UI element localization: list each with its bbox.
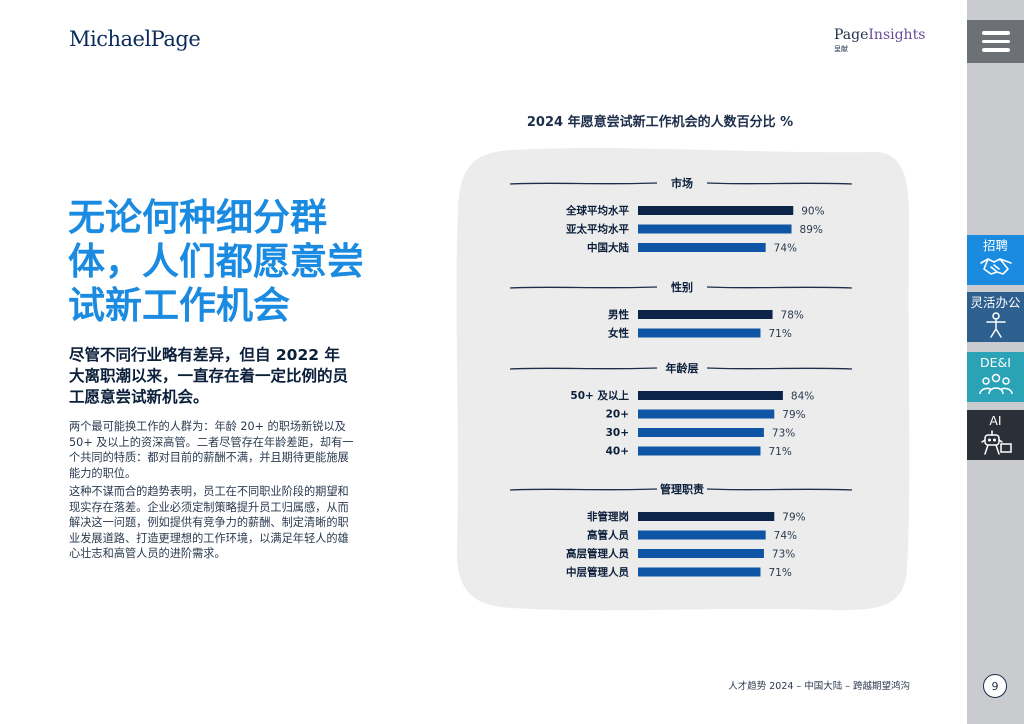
tab-ai[interactable]: AI	[967, 410, 1024, 460]
value-label: 74%	[774, 243, 797, 255]
value-label: 90%	[801, 206, 824, 218]
tab-dei[interactable]: DE&I	[967, 352, 1024, 402]
tab-dei-label: DE&I	[980, 355, 1011, 370]
category-label: 30+	[606, 427, 629, 439]
group-divider-left	[509, 182, 658, 185]
tab-flexible-work-label: 灵活办公	[970, 295, 1021, 310]
group-icon	[978, 373, 1013, 395]
tab-recruit[interactable]: 招聘	[967, 235, 1024, 285]
group-label: 年龄层	[666, 361, 699, 375]
bar	[638, 391, 783, 400]
category-label: 非管理岗	[587, 510, 629, 523]
hamburger-icon[interactable]	[967, 20, 1024, 63]
group-divider-right	[706, 367, 853, 370]
value-label: 73%	[772, 549, 795, 561]
group-label: 性别	[671, 280, 693, 294]
value-label: 73%	[772, 428, 795, 440]
bar	[638, 310, 773, 319]
body-paragraph-2: 这种不谋而合的趋势表明，员工在不同职业阶段的期望和现实存在落差。企业必须定制策略…	[69, 485, 349, 560]
category-label: 高管人员	[587, 529, 629, 542]
logo-sub-text: 呈献	[834, 45, 848, 53]
logo-page-text: Page	[834, 27, 869, 43]
sidebar: 招聘 灵活办公 DE&I AI 9	[967, 0, 1024, 724]
value-label: 78%	[781, 310, 804, 322]
handshake-icon	[979, 258, 1012, 275]
chart-title: 2024 年愿意尝试新工作机会的人数百分比 %	[526, 115, 794, 130]
bar	[638, 530, 766, 540]
value-label: 74%	[774, 530, 797, 542]
category-label: 40+	[606, 446, 629, 458]
category-label: 男性	[608, 308, 629, 321]
bar	[638, 512, 775, 521]
group-divider-right	[706, 488, 853, 491]
value-label: 71%	[768, 328, 791, 340]
logo-insights-text: Insights	[868, 27, 926, 43]
bar	[638, 224, 792, 234]
bar	[638, 328, 761, 338]
value-label: 79%	[782, 512, 805, 524]
page-headline: 无论何种细分群体，人们都愿意尝试新工作机会	[68, 196, 364, 327]
value-label: 84%	[791, 391, 814, 403]
value-label: 79%	[782, 409, 805, 421]
category-label: 中层管理人员	[566, 566, 629, 579]
category-label: 中国大陆	[587, 241, 629, 254]
page-insights-logo: PageInsights 呈献	[834, 28, 925, 56]
michael-page-logo: MichaelPage	[69, 27, 201, 51]
group-divider-left	[509, 367, 658, 370]
category-label: 亚太平均水平	[566, 223, 629, 236]
bar	[638, 206, 794, 215]
chart-background	[456, 148, 910, 611]
category-label: 20+	[606, 409, 629, 421]
group-divider-right	[706, 286, 853, 289]
bar	[638, 409, 775, 419]
category-label: 女性	[608, 327, 629, 340]
footer-text: 人才趋势 2024 – 中国大陆 – 跨越期望鸿沟	[728, 681, 910, 692]
category-label: 高层管理人员	[566, 547, 629, 560]
body-paragraph-1: 两个最可能换工作的人群为：年龄 20+ 的职场新锐以及 50+ 及以上的资深高管…	[69, 420, 354, 480]
bar	[638, 428, 764, 437]
group-label: 市场	[671, 176, 693, 190]
bar	[638, 567, 761, 577]
category-label: 50+ 及以上	[570, 389, 629, 402]
group-divider-left	[509, 286, 658, 289]
group-label: 管理职责	[660, 482, 704, 496]
value-label: 71%	[768, 567, 791, 579]
bar	[638, 549, 764, 558]
tab-ai-label: AI	[989, 413, 1002, 428]
person-icon	[985, 312, 1006, 338]
value-label: 89%	[800, 224, 823, 236]
value-label: 71%	[768, 446, 791, 458]
tab-recruit-label: 招聘	[982, 238, 1008, 253]
robot-icon	[980, 430, 1012, 455]
bar	[638, 243, 766, 252]
group-divider-right	[706, 182, 853, 185]
page-subhead: 尽管不同行业略有差异，但自 2022 年大离职潮以来，一直存在着一定比例的员工愿…	[69, 346, 349, 406]
category-label: 全球平均水平	[565, 204, 629, 217]
page-number: 9	[983, 674, 1007, 698]
tab-flexible-work[interactable]: 灵活办公	[967, 292, 1024, 342]
group-divider-left	[509, 488, 658, 491]
bar	[638, 446, 761, 456]
